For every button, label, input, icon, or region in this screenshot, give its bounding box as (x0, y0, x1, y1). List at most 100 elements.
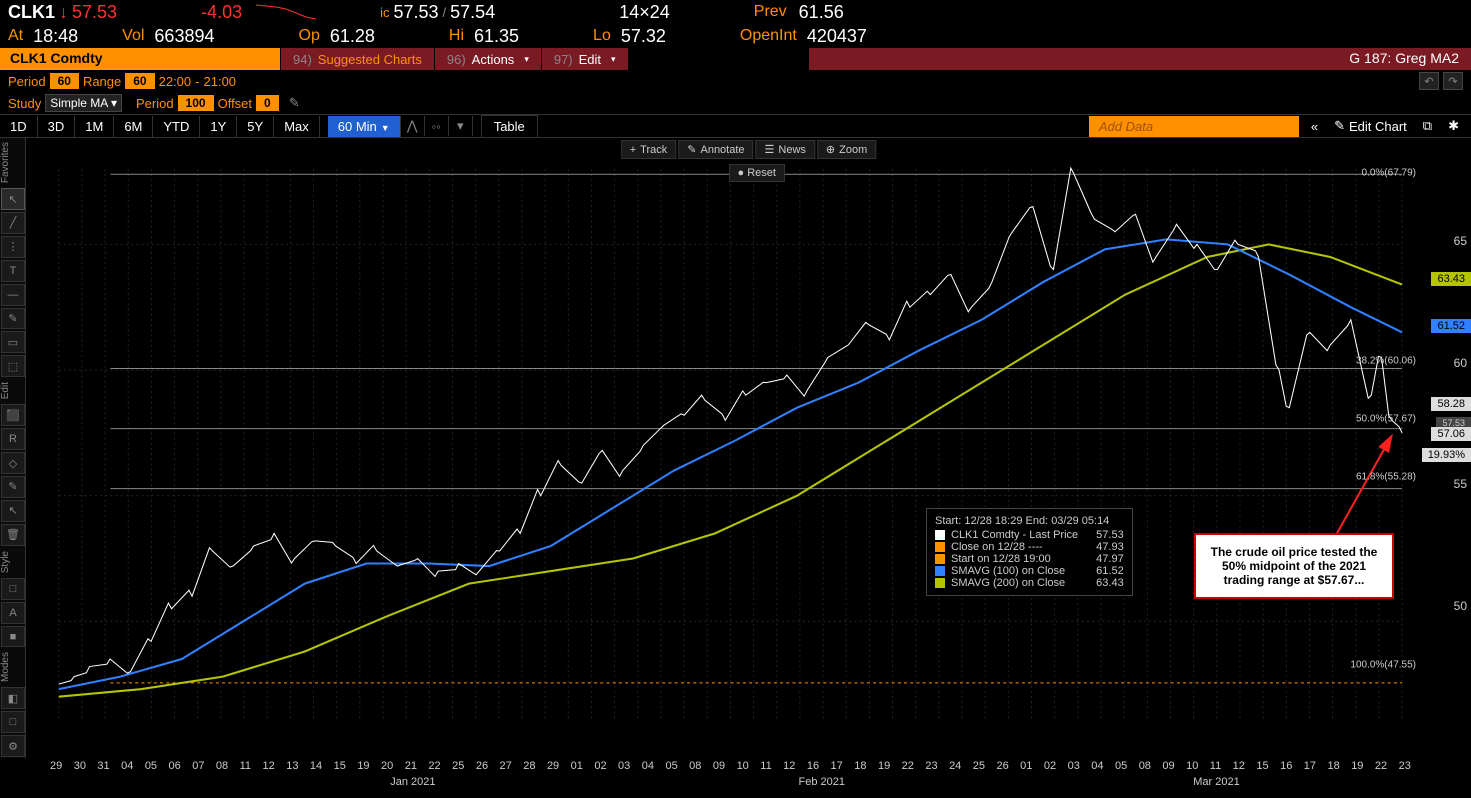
drawing-tool-11[interactable]: ✎ (1, 476, 25, 498)
tab-edit[interactable]: 97)Edit▾ (541, 48, 628, 70)
drawing-tool-2[interactable]: ⋮ (1, 236, 25, 258)
x-day-label: 05 (665, 760, 677, 772)
x-day-label: 29 (50, 760, 62, 772)
x-day-label: 25 (973, 760, 985, 772)
x-day-label: 11 (760, 760, 771, 772)
x-day-label: 12 (783, 760, 795, 772)
x-day-label: 02 (1044, 760, 1056, 772)
x-day-label: 10 (737, 760, 749, 772)
time-start[interactable]: 22:00 (159, 74, 192, 89)
drawing-tool-3[interactable]: T (1, 260, 25, 282)
fib-level-label: 0.0%(67.79) (1362, 168, 1416, 179)
x-day-label: 01 (1020, 760, 1032, 772)
price-tag: 63.43 (1431, 272, 1471, 286)
drawing-tool-7[interactable]: ⬚ (1, 355, 25, 377)
drawing-tool-18[interactable]: □ (1, 711, 25, 733)
ic-label: ic (380, 5, 389, 20)
annotation-callout: The crude oil price tested the 50% midpo… (1194, 533, 1394, 599)
settings-icon[interactable]: ✱ (1442, 115, 1465, 137)
timeframe-1d[interactable]: 1D (0, 116, 38, 137)
price-tag: 19.93% (1422, 448, 1471, 462)
tab-actions[interactable]: 96)Actions▾ (434, 48, 541, 70)
tab-suggested-charts[interactable]: 94)Suggested Charts (280, 48, 434, 70)
drawing-tool-12[interactable]: ↖ (1, 500, 25, 522)
chart-style-icon[interactable]: ◦◦ (425, 116, 449, 136)
lo-label: Lo (593, 27, 611, 45)
y-tick: 50 (1454, 599, 1467, 613)
timeframe-1y[interactable]: 1Y (200, 116, 237, 137)
x-day-label: 14 (310, 760, 322, 772)
edit-chart-button[interactable]: ✎ Edit Chart (1328, 115, 1413, 137)
dropdown-icon[interactable]: ▾ (449, 116, 473, 136)
chart-legend: Start: 12/28 18:29 End: 03/29 05:14CLK1 … (926, 508, 1133, 596)
drawing-tool-4[interactable]: — (1, 284, 25, 306)
hi-label: Hi (449, 27, 464, 45)
news-button[interactable]: ☰ News (756, 140, 815, 159)
drawing-tool-6[interactable]: ▭ (1, 331, 25, 353)
timeframe-1m[interactable]: 1M (75, 116, 114, 137)
x-day-label: 01 (571, 760, 583, 772)
timeframe-3d[interactable]: 3D (38, 116, 76, 137)
drawing-tool-8[interactable]: ⬛ (1, 404, 25, 426)
undo-button[interactable]: ↶ (1419, 72, 1439, 90)
fib-level-label: 61.8%(55.28) (1356, 472, 1416, 483)
x-day-label: 17 (1304, 760, 1316, 772)
drawing-tool-17[interactable]: ◧ (1, 687, 25, 709)
study-select[interactable]: Simple MA ▾ (45, 94, 122, 112)
y-tick: 55 (1454, 477, 1467, 491)
security-name[interactable]: CLK1 Comdty (0, 48, 280, 70)
bid-ask-sep: / (443, 5, 447, 20)
study-period-input[interactable]: 100 (178, 95, 214, 111)
edit-study-icon[interactable]: ✎ (289, 95, 300, 111)
x-day-label: 10 (1186, 760, 1198, 772)
reset-button[interactable]: ● Reset (729, 164, 785, 182)
timeframe-active[interactable]: 60 Min▼ (328, 116, 401, 137)
period-input[interactable]: 60 (50, 73, 79, 89)
x-day-label: 26 (996, 760, 1008, 772)
table-view-button[interactable]: Table (481, 115, 538, 138)
drawing-tool-1[interactable]: ╱ (1, 212, 25, 234)
collapse-button[interactable]: « (1305, 116, 1324, 137)
annotate-button[interactable]: ✎ Annotate (678, 140, 753, 159)
drawing-tool-14[interactable]: □ (1, 578, 25, 600)
prev-close: 61.56 (799, 2, 844, 23)
volume: 663894 (154, 26, 214, 47)
offset-label: Offset (218, 96, 252, 111)
drawing-tool-15[interactable]: A (1, 602, 25, 624)
add-data-input[interactable]: Add Data (1089, 116, 1299, 137)
x-day-label: 04 (642, 760, 654, 772)
chart-type-icon[interactable]: ⋀ (401, 116, 425, 136)
offset-input[interactable]: 0 (256, 95, 279, 111)
side-settings-icon[interactable]: ⚙ (1, 735, 25, 757)
price-change: -4.03 (201, 2, 242, 23)
x-day-label: 06 (169, 760, 181, 772)
x-day-label: 24 (949, 760, 961, 772)
x-day-label: 11 (240, 760, 251, 772)
ask-price: 57.54 (450, 2, 495, 23)
price-tag: 58.28 (1431, 397, 1471, 411)
price-chart[interactable] (26, 138, 1471, 758)
time-end[interactable]: 21:00 (204, 74, 237, 89)
tool-group-favorites: Favorites (0, 138, 25, 187)
drawing-tool-0[interactable]: ↖ (1, 188, 25, 210)
export-icon[interactable]: ⧉ (1417, 115, 1438, 137)
low-price: 57.32 (621, 26, 666, 47)
drawing-tool-13[interactable]: 🗑 (1, 524, 25, 546)
at-time: 18:48 (33, 26, 78, 47)
x-day-label: 12 (1233, 760, 1245, 772)
redo-button[interactable]: ↷ (1443, 72, 1463, 90)
timeframe-max[interactable]: Max (274, 116, 320, 137)
track-button[interactable]: + Track (621, 140, 677, 159)
drawing-tool-10[interactable]: ◇ (1, 452, 25, 474)
x-day-label: 19 (357, 760, 369, 772)
timeframe-ytd[interactable]: YTD (153, 116, 200, 137)
drawing-tool-16[interactable]: ■ (1, 626, 25, 648)
timeframe-5y[interactable]: 5Y (237, 116, 274, 137)
drawing-tool-9[interactable]: R (1, 428, 25, 450)
drawing-tool-5[interactable]: ✎ (1, 308, 25, 330)
open-interest: 420437 (807, 26, 867, 47)
fib-level-label: 38.2%(60.06) (1356, 356, 1416, 367)
zoom-button[interactable]: ⊕ Zoom (817, 140, 876, 159)
range-input[interactable]: 60 (125, 73, 154, 89)
timeframe-6m[interactable]: 6M (114, 116, 153, 137)
